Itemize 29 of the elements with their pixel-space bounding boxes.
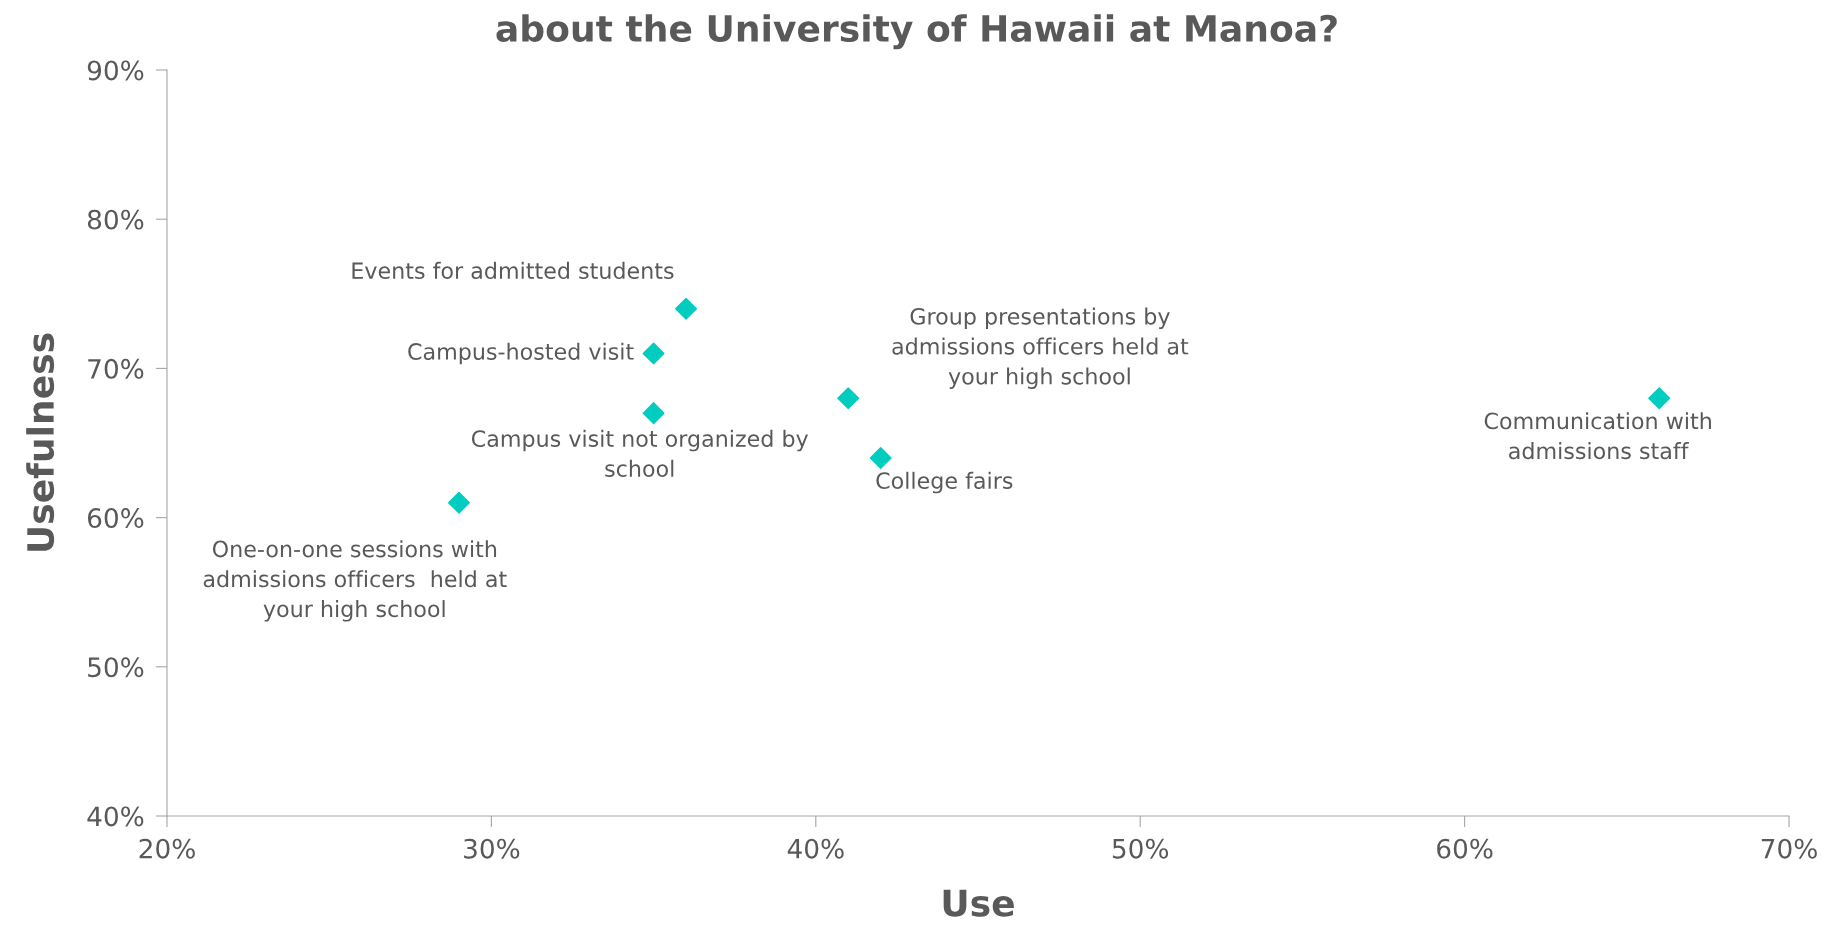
y-tick-label: 50% xyxy=(88,657,144,678)
x-tick-label: 60% xyxy=(1437,838,1493,859)
point xyxy=(837,387,860,410)
y-axis-title: Usefulness xyxy=(26,333,55,551)
x-tick-label: 40% xyxy=(787,838,844,859)
annotation: Campus visit not organized by school xyxy=(471,429,809,477)
chart-title: about the University of Hawaii at Manoa? xyxy=(496,14,1337,50)
point xyxy=(642,402,665,425)
x-axis-title: Use xyxy=(943,889,1014,917)
point xyxy=(869,446,892,469)
y-tick-label: 40% xyxy=(87,806,144,827)
annotation: Group presentations by admissions officers held at your high school xyxy=(892,307,1189,389)
x-tick-label: 20% xyxy=(139,838,195,859)
point xyxy=(642,342,665,365)
y-tick-label: 80% xyxy=(87,209,144,230)
annotation: Campus-hosted visit xyxy=(408,342,634,365)
point xyxy=(1648,387,1671,410)
y-tick-label: 60% xyxy=(87,508,144,528)
annotation: Communication with admissions staff xyxy=(1484,412,1711,460)
point xyxy=(675,297,698,320)
annotation: College fairs xyxy=(876,471,1013,494)
y-tick-label: 70% xyxy=(88,358,144,379)
x-tick-label: 30% xyxy=(464,838,520,859)
x-tick-label: 50% xyxy=(1112,838,1169,859)
annotation: Events for admitted students xyxy=(352,261,674,280)
x-tick-label: 70% xyxy=(1761,838,1817,859)
point xyxy=(447,491,470,514)
y-tick-label: 90% xyxy=(87,60,144,81)
annotation: One-on-one sessions with admissions officers held at your high school xyxy=(203,540,507,622)
